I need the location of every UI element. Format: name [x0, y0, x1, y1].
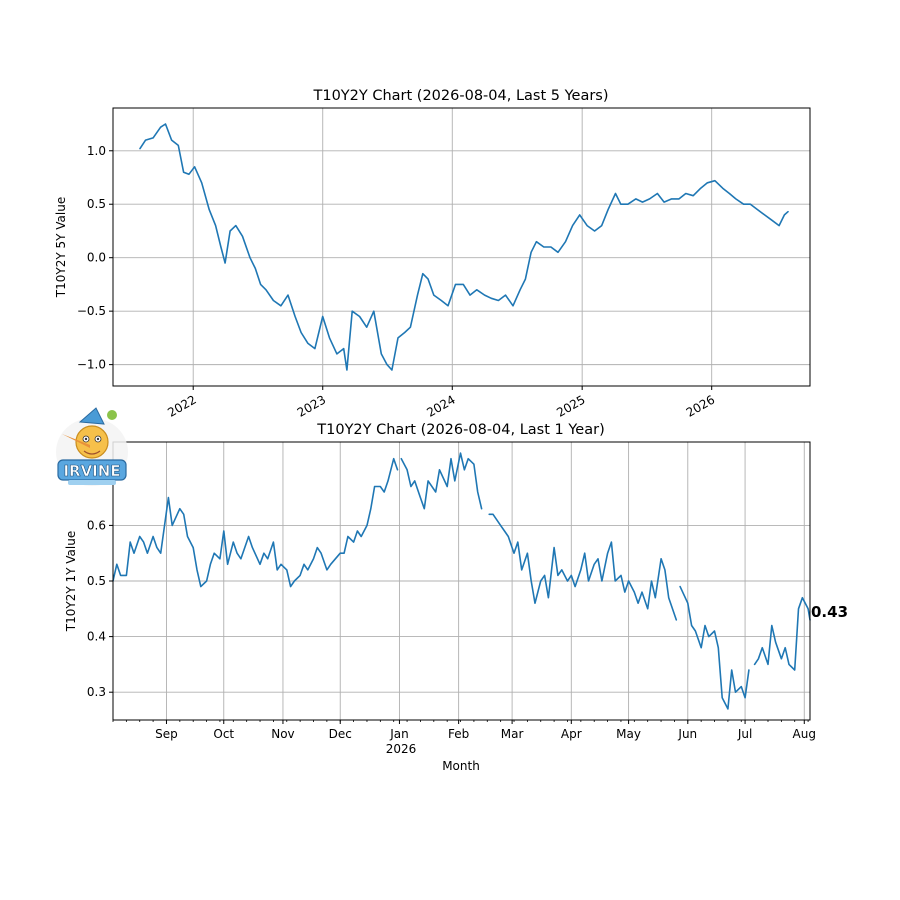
one-year-y-tick-label: 0.6 [87, 518, 106, 532]
one-year-series-line [679, 585, 750, 710]
one-year-y-tick-label: 0.3 [87, 685, 106, 699]
five-year-x-ticks: 2022 2023 2024 2025 2026 [165, 386, 717, 420]
one-year-series-line [112, 457, 399, 588]
five-year-series [139, 123, 789, 371]
one-year-y-tick-label: 0.5 [87, 574, 106, 588]
brand-logo: IRVINE [56, 407, 128, 486]
one-year-x-ticks: Sep Oct Nov Dec Jan Feb Mar Apr May Jun Jul Aug [112, 720, 816, 741]
one-year-series [112, 452, 811, 710]
five-year-y-tick-label: −1.0 [77, 358, 106, 372]
svg-text:IRVINE: IRVINE [63, 462, 120, 480]
one-year-series-line [753, 596, 811, 671]
one-year-y-axis-label: T10Y2Y 1Y Value [64, 531, 78, 632]
five-year-y-tick-label: 0.5 [87, 197, 106, 211]
one-year-series-line [488, 513, 678, 621]
five-year-y-tick-label: 0.0 [87, 251, 106, 265]
five-year-x-tick-label: 2025 [554, 392, 587, 419]
one-year-x-tick-label: Feb [448, 727, 469, 741]
five-year-x-tick-label: 2023 [295, 392, 328, 419]
one-year-x-tick-label: Jul [737, 727, 752, 741]
one-year-x-tick-label: Dec [329, 727, 352, 741]
last-value-label: 0.43 [811, 603, 848, 621]
one-year-x-tick-label: Nov [271, 727, 294, 741]
five-year-x-tick-label: 2022 [165, 392, 198, 419]
five-year-chart: T10Y2Y Chart (2026-08-04, Last 5 Years) … [54, 88, 811, 420]
five-year-gridlines [113, 108, 810, 386]
one-year-x-sublabel: 2026 [386, 742, 417, 756]
five-year-y-axis-label: T10Y2Y 5Y Value [54, 197, 68, 298]
five-year-chart-title: T10Y2Y Chart (2026-08-04, Last 5 Years) [312, 88, 608, 104]
one-year-x-tick-label: Jan [389, 727, 409, 741]
one-year-chart-title: T10Y2Y Chart (2026-08-04, Last 1 Year) [316, 422, 604, 438]
one-year-x-tick-label: May [616, 727, 641, 741]
one-year-x-tick-label: Jun [677, 727, 697, 741]
one-year-x-tick-label: Mar [501, 727, 524, 741]
one-year-chart: T10Y2Y Chart (2026-08-04, Last 1 Year) 0… [64, 422, 848, 773]
five-year-y-tick-label: −0.5 [77, 304, 106, 318]
one-year-y-ticks: 0.6 0.5 0.4 0.3 [87, 518, 113, 699]
one-year-x-tick-label: Oct [213, 727, 234, 741]
one-year-x-tick-label: Sep [155, 727, 178, 741]
one-year-y-tick-label: 0.4 [87, 630, 106, 644]
one-year-x-tick-label: Aug [793, 727, 816, 741]
five-year-x-tick-label: 2024 [424, 392, 457, 419]
five-year-x-tick-label: 2026 [684, 392, 717, 419]
one-year-series-line [400, 452, 483, 510]
five-year-series-line [139, 123, 789, 371]
five-year-y-ticks: 1.0 0.5 0.0 −0.5 −1.0 [77, 144, 113, 372]
one-year-x-axis-label: Month [442, 759, 480, 773]
five-year-y-tick-label: 1.0 [87, 144, 106, 158]
one-year-gridlines [113, 442, 810, 720]
five-year-plot-frame [112, 107, 811, 387]
one-year-x-tick-label: Apr [561, 727, 582, 741]
